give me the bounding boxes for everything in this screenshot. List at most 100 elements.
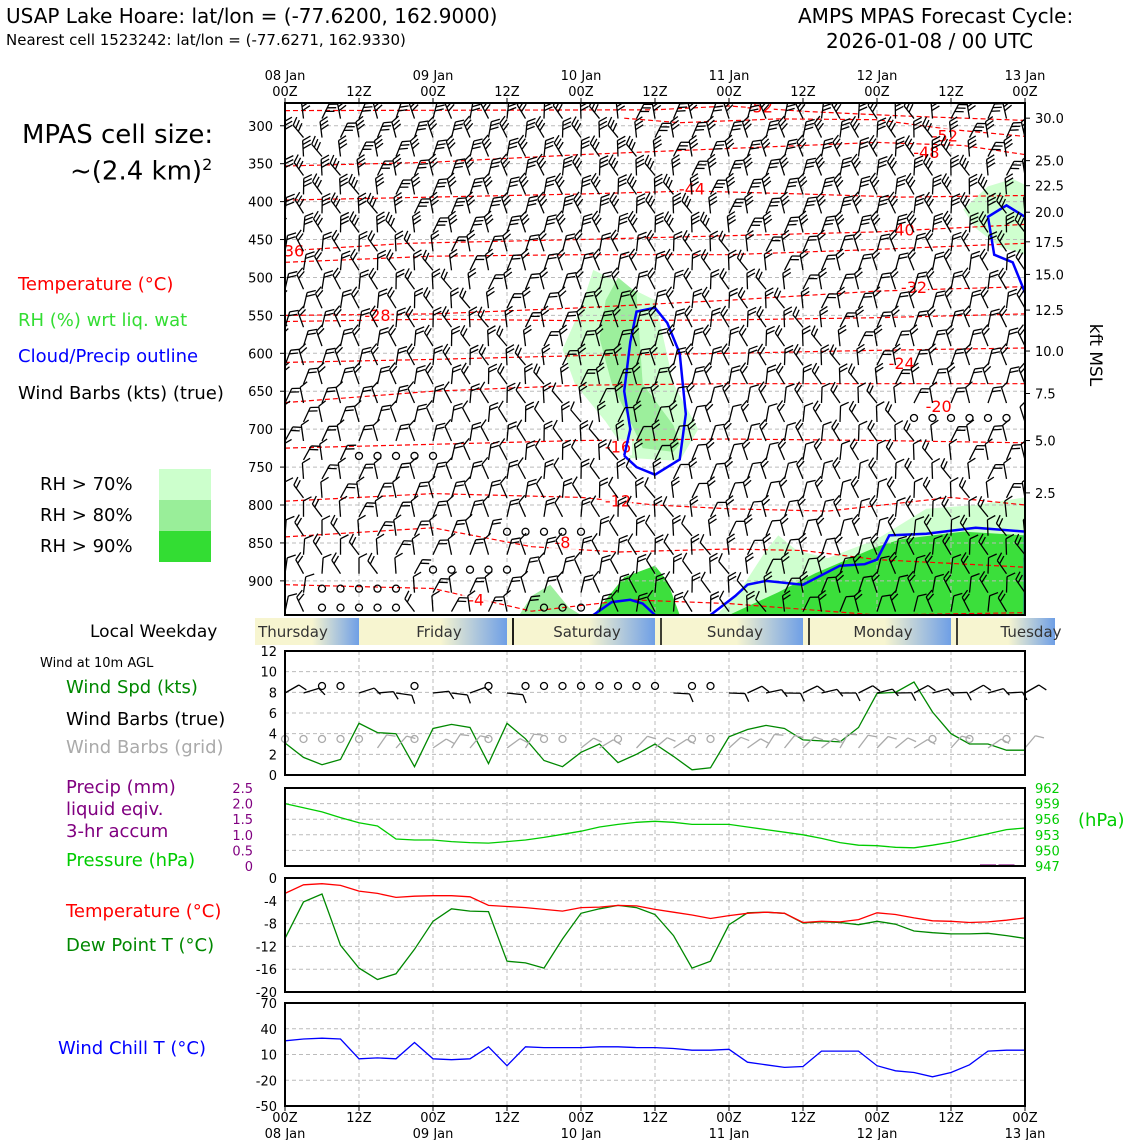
- barb-feather: [780, 479, 788, 487]
- barb-feather: [615, 419, 624, 426]
- bottom-time-label: 12Z: [790, 1111, 816, 1126]
- wind-barb: [820, 103, 833, 119]
- temperature-contour-label: -20: [926, 397, 952, 416]
- barb-feather: [997, 267, 1004, 276]
- wind-barb: [724, 457, 734, 480]
- barb-feather: [745, 234, 755, 240]
- barb-staff: [645, 559, 656, 575]
- barb-feather: [798, 210, 807, 218]
- barb-feather: [672, 196, 682, 202]
- barb-feather: [602, 232, 612, 237]
- barb-feather: [449, 248, 458, 255]
- wind-barb: [746, 306, 757, 328]
- barb-feather: [853, 122, 860, 131]
- barb-feather: [842, 199, 852, 203]
- wind-barb: [727, 249, 737, 271]
- barb-staff: [292, 124, 304, 138]
- barb-feather: [538, 195, 546, 203]
- barb-staff: [543, 331, 552, 347]
- barb-staff: [302, 140, 305, 157]
- barb-feather: [291, 387, 301, 390]
- barb-feather: [788, 460, 798, 464]
- barb-feather: [455, 200, 465, 203]
- wind-barb: [871, 248, 881, 271]
- wind-barb: [374, 173, 385, 195]
- barb-feather: [986, 154, 995, 161]
- barb-feather: [522, 694, 527, 704]
- barb-feather: [339, 173, 348, 180]
- barb-feather: [356, 476, 365, 483]
- weekday-shade: [359, 618, 507, 645]
- barb-feather: [316, 179, 322, 189]
- barb-feather: [786, 146, 796, 150]
- barb-feather: [285, 197, 295, 203]
- wind-barb: [645, 192, 656, 214]
- barb-feather: [977, 495, 983, 505]
- wind-barb: [330, 514, 342, 537]
- barb-staff: [746, 540, 756, 556]
- wind-barb: [607, 116, 619, 138]
- barb-feather: [680, 463, 690, 466]
- wind-barb: [552, 419, 564, 442]
- barb-feather: [655, 212, 664, 217]
- wind-barb: [654, 212, 664, 233]
- barb-feather: [986, 162, 996, 169]
- barb-feather: [914, 159, 924, 165]
- barb-staff: [574, 236, 582, 252]
- barb-staff: [391, 121, 397, 138]
- barb-feather: [885, 116, 892, 125]
- barb-staff: [428, 159, 434, 176]
- barb-staff: [503, 595, 508, 612]
- barb-feather: [520, 103, 527, 113]
- barb-staff: [857, 331, 867, 347]
- barb-feather: [916, 554, 926, 559]
- barb-staff: [517, 464, 527, 480]
- barb-staff: [298, 349, 305, 366]
- wind-barb: [312, 173, 323, 195]
- wind-barb: [429, 514, 438, 536]
- barb-feather: [826, 537, 836, 541]
- barb-feather: [676, 308, 686, 313]
- wind-barb: [487, 363, 498, 385]
- barb-feather: [689, 461, 698, 468]
- wind-barb: [336, 419, 345, 442]
- calm-wind-marker: [336, 603, 345, 612]
- barb-staff: [462, 445, 471, 461]
- wind-barb: [820, 293, 838, 309]
- barb-staff: [561, 481, 565, 498]
- barb-feather: [931, 135, 941, 142]
- barb-staff: [644, 485, 656, 499]
- barb-feather: [951, 515, 960, 521]
- wind-barb: [608, 476, 619, 499]
- barb-staff: [987, 311, 992, 328]
- barb-feather: [834, 210, 842, 218]
- barb-feather: [707, 480, 716, 487]
- barb-feather: [485, 180, 493, 188]
- grid-calm-marker: [928, 734, 937, 744]
- barb-feather: [612, 270, 620, 279]
- barb-staff: [432, 501, 440, 518]
- barb-feather: [547, 214, 557, 218]
- barb-feather: [475, 580, 485, 583]
- barb-staff: [755, 598, 767, 613]
- barb-feather: [798, 532, 806, 540]
- pressure-tick-label: 850: [248, 537, 273, 552]
- wind-barb: [294, 191, 305, 214]
- barb-staff: [432, 539, 441, 556]
- wind-barb: [506, 382, 516, 404]
- barb-feather: [839, 367, 848, 373]
- barb-feather: [563, 163, 572, 169]
- barb-staff: [820, 103, 825, 119]
- barb-feather: [1004, 142, 1013, 150]
- barb-feather: [706, 403, 714, 412]
- barb-feather: [1017, 214, 1023, 224]
- wind-barb: [873, 324, 883, 347]
- barb-feather: [895, 144, 905, 150]
- barb-feather: [819, 305, 828, 312]
- barb-staff: [799, 254, 804, 271]
- barb-staff: [776, 407, 786, 423]
- wind-barb: [464, 513, 473, 536]
- wind-barb: [644, 477, 656, 499]
- barb-feather: [832, 385, 838, 394]
- barb-feather: [311, 495, 317, 505]
